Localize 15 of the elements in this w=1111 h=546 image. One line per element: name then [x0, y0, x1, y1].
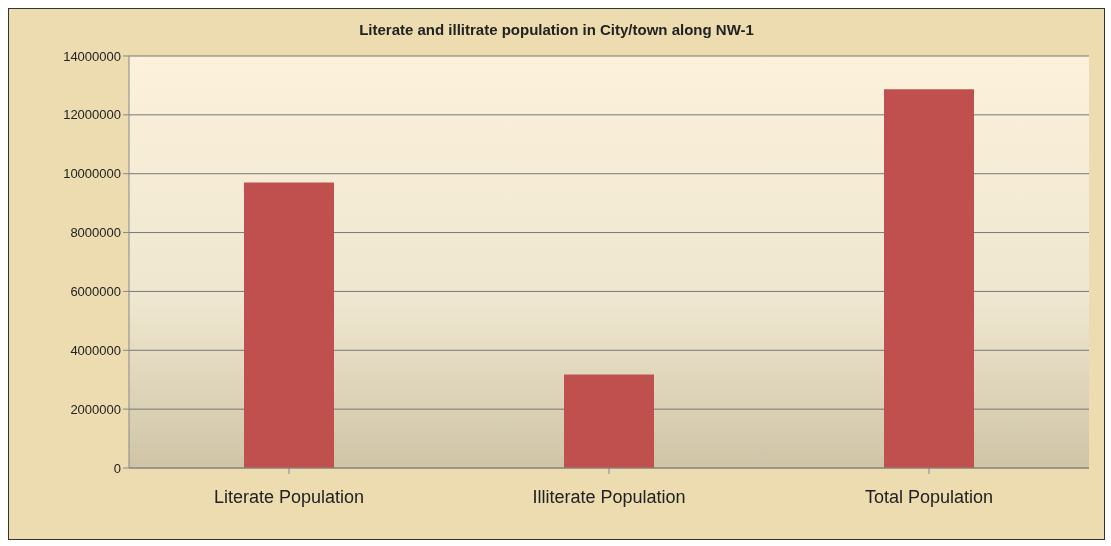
y-tick-label: 10000000: [63, 166, 121, 182]
bar: [884, 89, 974, 468]
y-tick-label: 14000000: [63, 48, 121, 64]
x-tick-label: Illiterate Population: [532, 486, 686, 507]
x-tick-label: Literate Population: [213, 486, 365, 507]
x-tick-label: Total Population: [864, 486, 994, 507]
y-tick-label: 12000000: [63, 107, 121, 123]
y-tick-label: 2000000: [70, 401, 121, 417]
bar: [244, 182, 334, 468]
bar: [564, 374, 654, 468]
chart-title: Literate and illitrate population in City/town along NW-1: [358, 20, 755, 38]
y-tick-label: 6000000: [70, 284, 121, 300]
y-tick-label: 0: [113, 460, 121, 476]
y-tick-label: 4000000: [70, 342, 121, 358]
y-tick-label: 8000000: [70, 225, 121, 241]
